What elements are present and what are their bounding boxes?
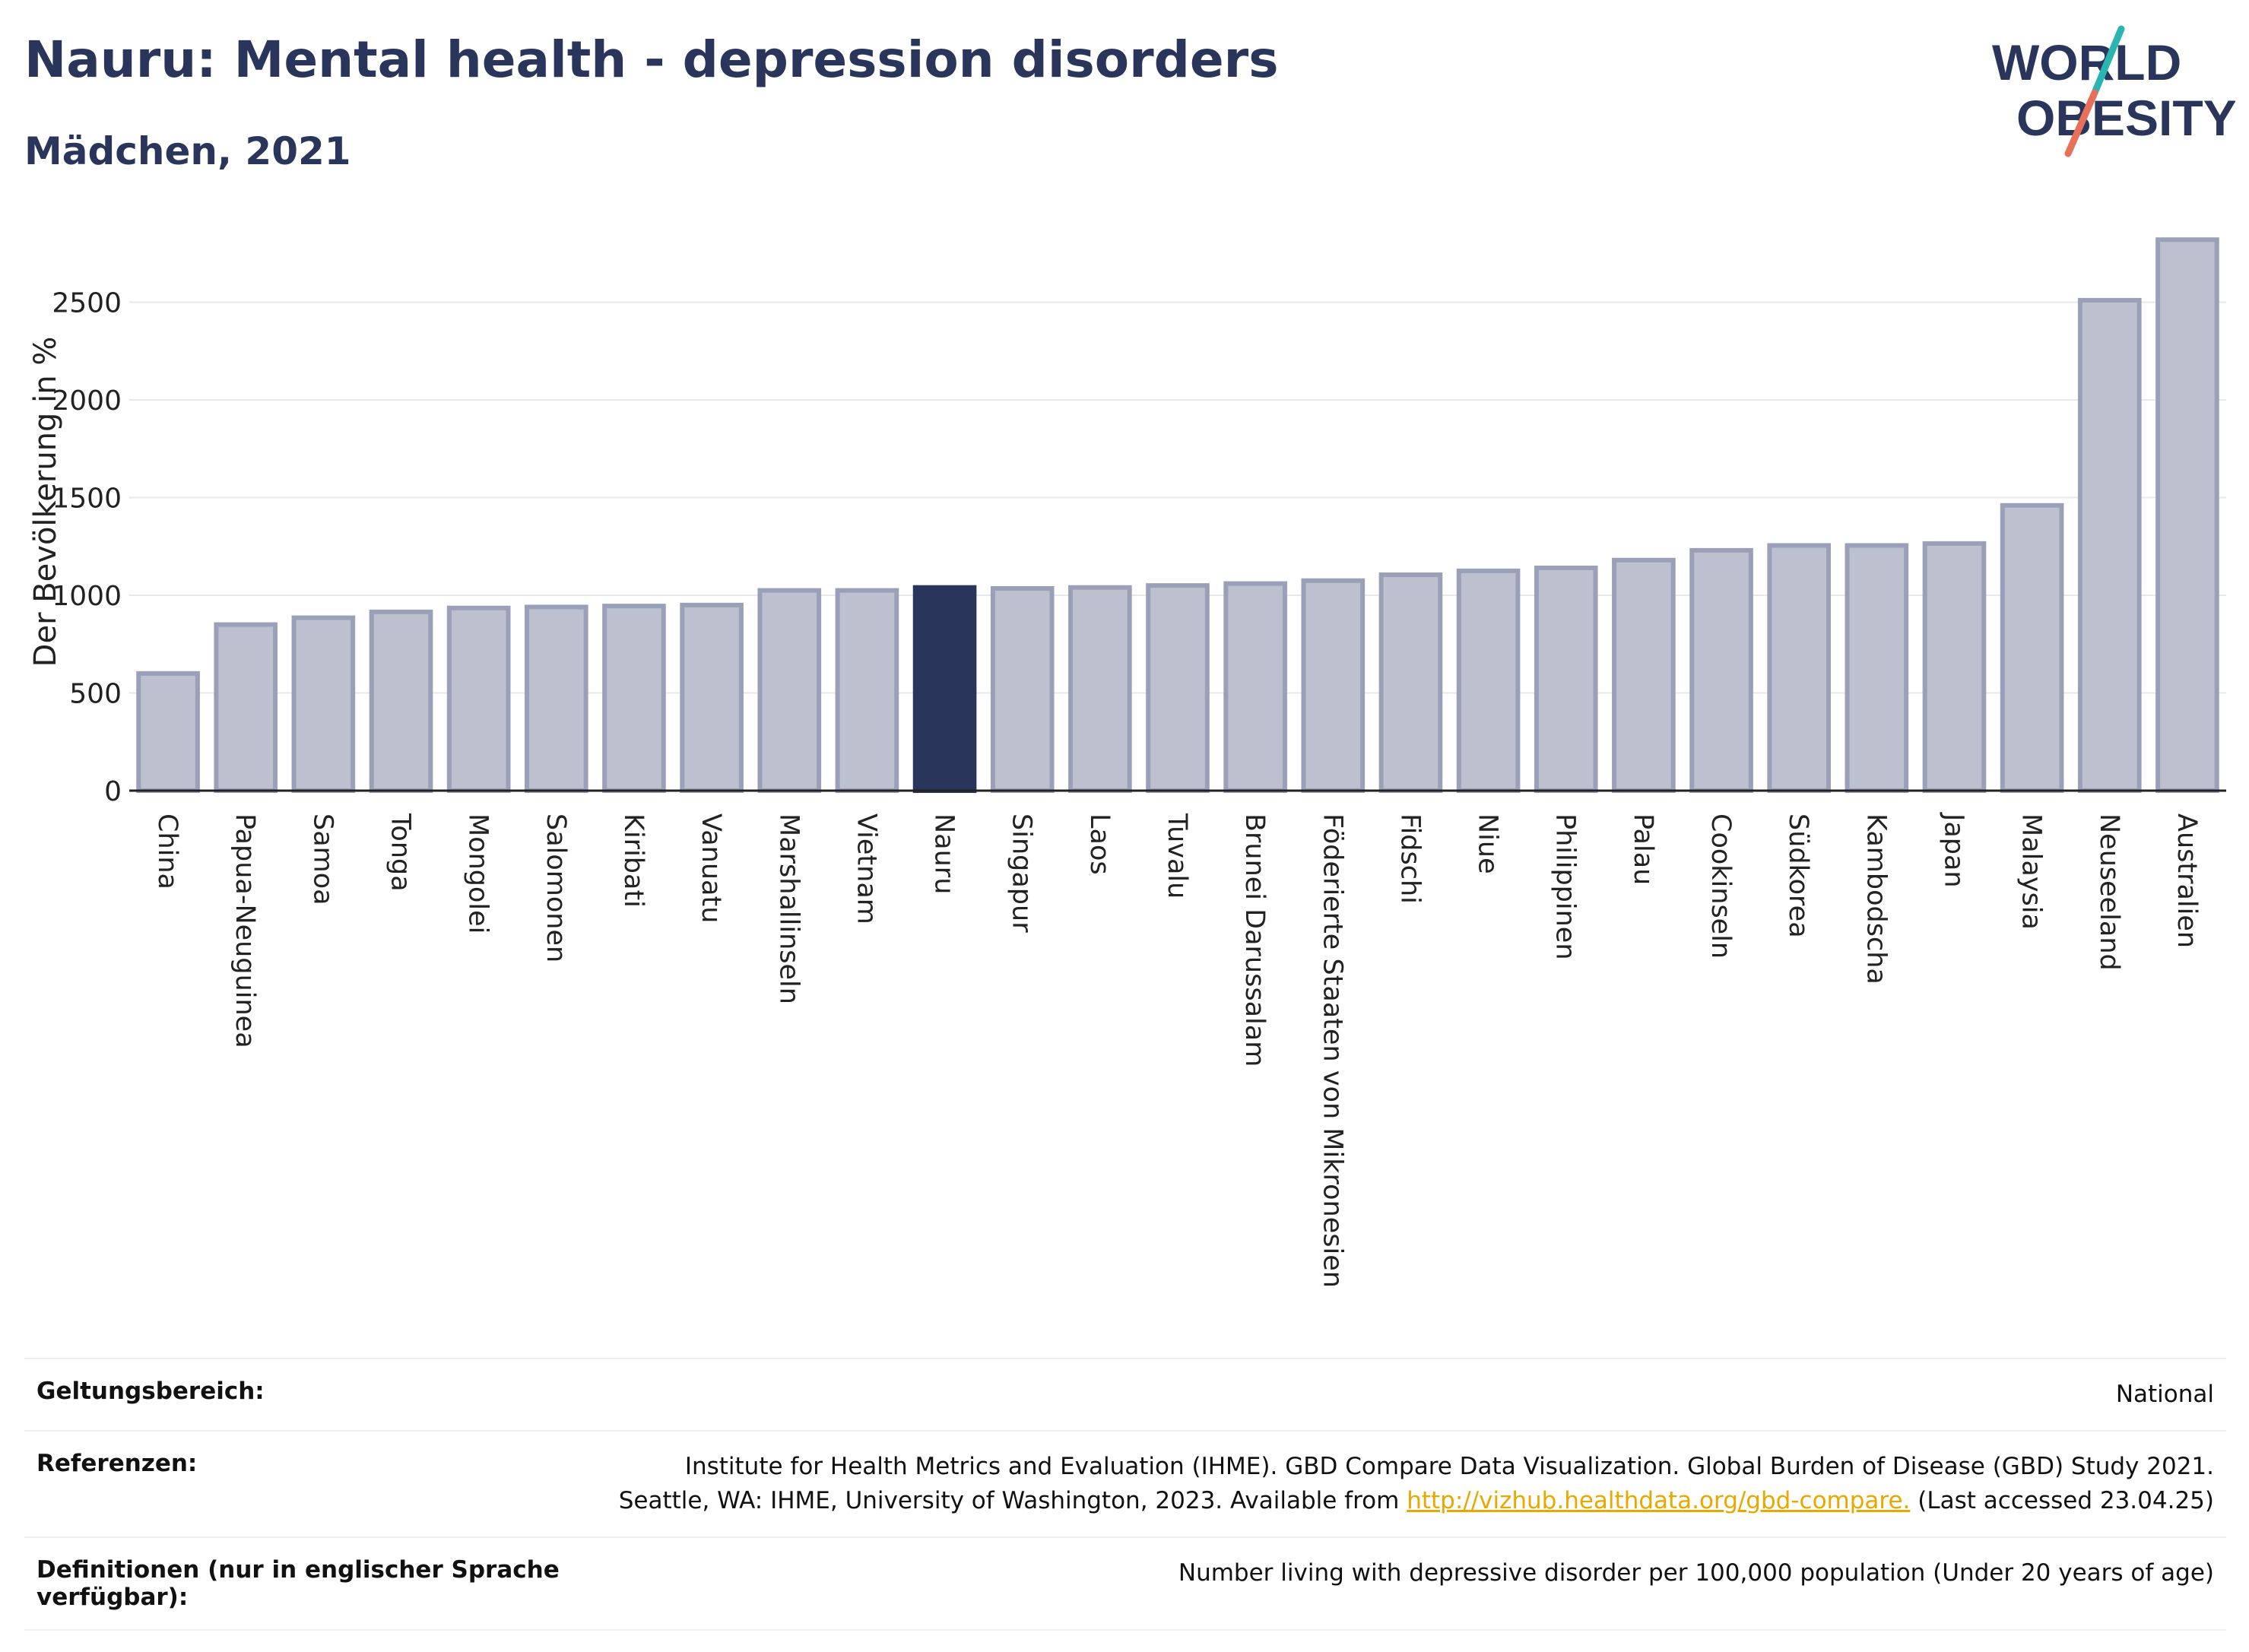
- bar: [757, 588, 822, 793]
- scope-value: National: [596, 1358, 2226, 1432]
- bar-chart: 0 500 1000 1500 2000 2500 China Papua-Neuguinea…: [52, 237, 2226, 1288]
- references-link[interactable]: http://vizhub.healthdata.org/gbd-compare…: [1407, 1486, 1911, 1514]
- bar: [1068, 585, 1132, 793]
- x-tick-label: Malaysia: [2016, 813, 2047, 930]
- x-tick-label: Tonga: [385, 813, 416, 892]
- x-tick-label: Cookinseln: [1705, 813, 1736, 959]
- bar: [2000, 503, 2064, 794]
- bar: [1456, 568, 1521, 793]
- x-tick-label: Südkorea: [1783, 813, 1813, 938]
- definitions-value: Number living with depressive disorder p…: [596, 1536, 2226, 1631]
- x-tick-label: Laos: [1084, 813, 1115, 875]
- metadata-table: Geltungsbereich: National Referenzen: In…: [24, 1358, 2226, 1631]
- scope-row: Geltungsbereich: National: [24, 1358, 2226, 1432]
- bar: [136, 671, 200, 793]
- bar: [1689, 547, 1753, 793]
- x-tick-label: Vanuatu: [696, 813, 726, 923]
- logo-word-obesity: OBESITY: [2016, 90, 2235, 146]
- x-tick-label: Brunei Darussalam: [1239, 813, 1270, 1067]
- bar: [369, 609, 433, 793]
- x-tick-label: Mongolei: [463, 813, 493, 934]
- y-tick-label: 500: [69, 679, 122, 710]
- x-tick-label: Kiribati: [618, 813, 649, 908]
- x-tick-label: Palau: [1628, 813, 1658, 885]
- references-row: Referenzen: Institute for Health Metrics…: [24, 1429, 2226, 1538]
- references-label: Referenzen:: [24, 1429, 596, 1538]
- scope-label: Geltungsbereich:: [24, 1358, 596, 1432]
- x-tick-label: Föderierte Staaten von Mikronesien: [1317, 813, 1347, 1288]
- logo-word-world: WORLD: [1992, 34, 2181, 90]
- bar: [1612, 557, 1676, 793]
- x-tick-label: Nauru: [929, 813, 960, 894]
- bar: [1378, 572, 1443, 793]
- bar: [446, 605, 511, 794]
- x-tick-label: Kambodscha: [1860, 813, 1891, 985]
- x-tick-label: Neuseeland: [2094, 813, 2124, 971]
- y-tick-label: 2000: [52, 385, 122, 417]
- world-obesity-logo: WORLD OBESITY: [1992, 25, 2235, 157]
- references-line1: Institute for Health Metrics and Evaluat…: [684, 1452, 2214, 1480]
- bar: [1223, 581, 1287, 794]
- chart-title: Nauru: Mental health - depression disord…: [24, 30, 1279, 89]
- x-tick-label: Samoa: [307, 813, 338, 905]
- x-tick-label: Salomonen: [541, 813, 571, 962]
- definitions-label: Definitionen (nur in englischer Sprache …: [24, 1536, 596, 1631]
- logo-slash-teal: [2091, 25, 2125, 97]
- chart-subtitle: Mädchen, 2021: [24, 129, 351, 173]
- bar: [990, 586, 1055, 793]
- x-tick-label: Australien: [2171, 813, 2202, 948]
- logo-slash-coral: [2064, 89, 2098, 157]
- x-tick-label: Japan: [1938, 812, 1968, 888]
- bar: [1534, 566, 1598, 794]
- y-tick-label: 0: [104, 776, 122, 807]
- bar: [1922, 541, 1987, 794]
- x-tick-label: Philippinen: [1550, 813, 1581, 960]
- references-value: Institute for Health Metrics and Evaluat…: [596, 1429, 2226, 1538]
- y-tick-label: 2500: [52, 288, 122, 319]
- bar: [1767, 543, 1832, 794]
- references-line2-suffix: (Last accessed 23.04.25): [1910, 1486, 2214, 1514]
- bar: [2155, 237, 2219, 793]
- x-tick-label: Fidschi: [1394, 813, 1425, 904]
- bar: [524, 604, 588, 793]
- x-tick-label: Papua-Neuguinea: [230, 813, 260, 1048]
- bar: [291, 615, 356, 793]
- bar: [2077, 297, 2142, 793]
- x-tick-label: Tuvalu: [1162, 813, 1192, 899]
- x-tick-label: China: [152, 813, 182, 889]
- x-tick-label: Marshallinseln: [773, 813, 804, 1004]
- definitions-row: Definitionen (nur in englischer Sprache …: [24, 1536, 2226, 1631]
- bar-highlighted: [912, 585, 977, 793]
- x-tick-label: Singapur: [1007, 813, 1037, 933]
- bar: [1845, 543, 1909, 794]
- y-tick-label: 1500: [52, 484, 122, 515]
- references-line2-prefix: Seattle, WA: IHME, University of Washing…: [618, 1486, 1407, 1514]
- bar: [214, 622, 278, 793]
- x-tick-label: Vietnam: [851, 813, 881, 924]
- bar: [1301, 578, 1366, 793]
- bar: [680, 602, 744, 793]
- bar: [602, 604, 666, 794]
- bar: [1146, 583, 1210, 794]
- bar: [835, 588, 899, 793]
- x-tick-label: Niue: [1473, 813, 1503, 874]
- y-tick-label: 1000: [52, 581, 122, 612]
